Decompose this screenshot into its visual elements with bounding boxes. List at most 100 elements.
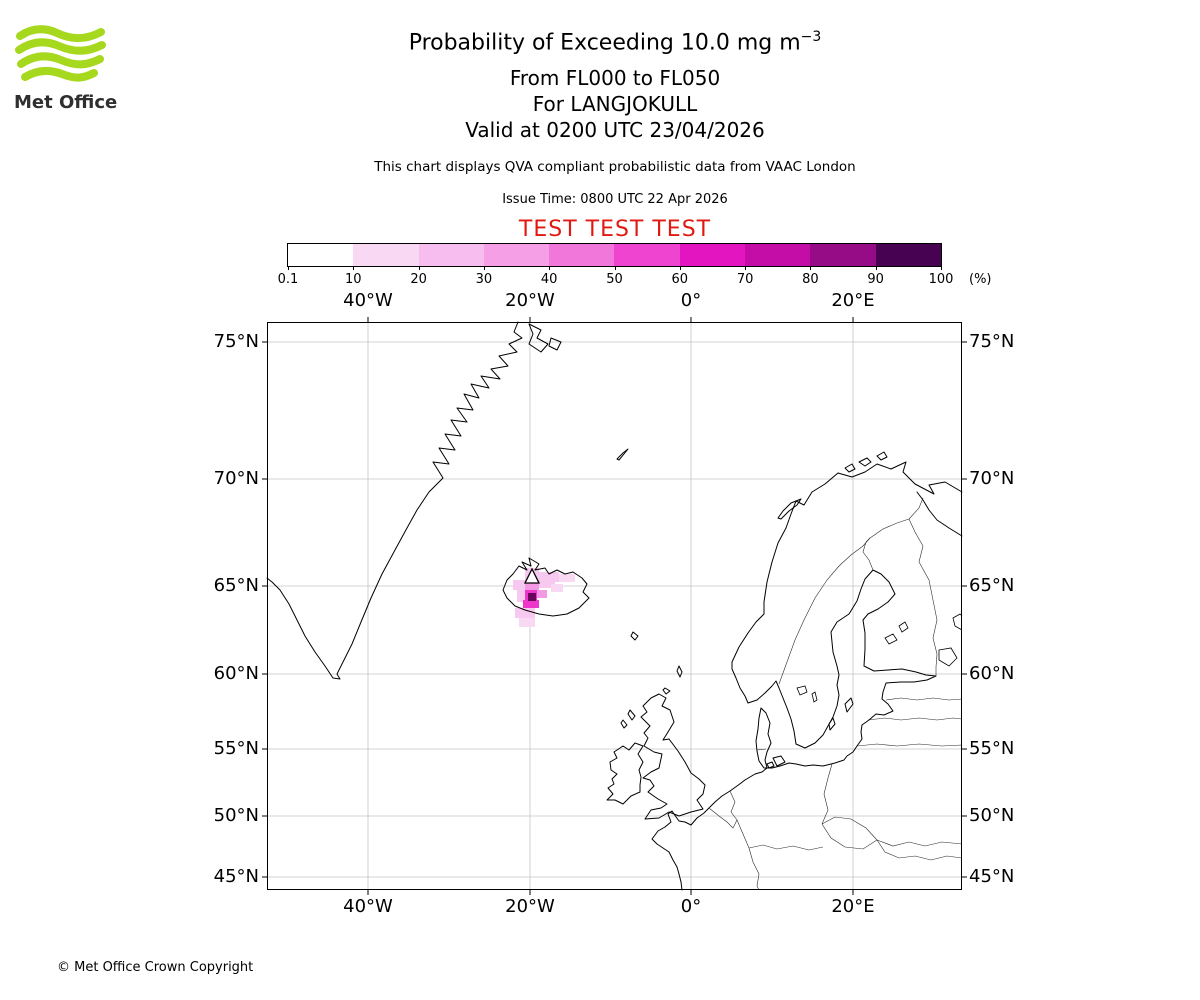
colorbar-tick	[745, 266, 747, 270]
north-norway-island-2	[844, 463, 856, 473]
colorbar-labels: (%) 0.1 10 20 30 40 50 60 70 80 90 100	[278, 243, 1008, 303]
finnish-lake-2	[898, 621, 909, 633]
colorbar-tick-label: 10	[345, 272, 362, 287]
volcano-layer	[523, 567, 541, 584]
border-sweden-finland	[862, 537, 874, 571]
colorbar-tick	[353, 266, 355, 270]
lat-tick-label-left: 45°N	[213, 866, 259, 887]
border-norway-finland	[869, 497, 924, 539]
colorbar-tick-label: 20	[410, 272, 427, 287]
title-exponent: −3	[800, 29, 822, 45]
colorbar-segment	[353, 244, 419, 266]
colorbar-segment	[810, 244, 876, 266]
gotland-island	[844, 697, 854, 713]
coastlines	[266, 321, 963, 891]
colorbar-tick	[614, 266, 616, 270]
hebrides-island	[627, 709, 636, 721]
zealand-island	[772, 755, 786, 767]
lon-tick-label-top: 20°W	[505, 290, 555, 311]
colorbar-segment	[614, 244, 680, 266]
lat-tick-label-right: 65°N	[969, 575, 1015, 596]
shetland-islands	[676, 665, 683, 678]
map-frame	[267, 322, 962, 890]
finnish-lake	[884, 633, 898, 645]
lon-tick-label-top: 20°E	[831, 290, 875, 311]
europe-mainland-coast	[651, 461, 963, 891]
colorbar-segment	[875, 244, 941, 266]
logo-wave	[15, 38, 106, 55]
ireland-coast	[606, 742, 644, 805]
great-britain-coast	[640, 693, 706, 820]
subtitle-flight-levels: From FL000 to FL050	[509, 66, 721, 90]
oland-island	[828, 717, 836, 731]
colorbar-tick	[418, 266, 420, 270]
subtitle-valid-time: Valid at 0200 UTC 23/04/2026	[465, 118, 765, 142]
lon-tick-label-bottom: 0°	[680, 896, 702, 917]
border-finland-russia	[908, 518, 938, 676]
colorbar	[287, 243, 942, 267]
border-hungary	[876, 839, 963, 861]
colorbar-tick-label: 30	[475, 272, 493, 287]
country-borders	[708, 497, 963, 891]
volcano-marker	[523, 567, 541, 584]
test-banner: TEST TEST TEST	[518, 217, 712, 242]
lon-tick-label-top: 0°	[680, 290, 702, 311]
logo-wave	[17, 52, 104, 69]
lat-tick-label-right: 50°N	[969, 805, 1015, 826]
lake-ladoga	[938, 647, 958, 667]
colorbar-tick-label: 100	[928, 272, 954, 287]
lat-tick-label-left: 55°N	[213, 738, 259, 759]
funen-island	[766, 761, 775, 769]
colorbar-tick	[941, 266, 942, 270]
colorbar-segment	[679, 244, 746, 266]
met-office-logo: Met Office	[14, 24, 144, 113]
colorbar-tick-label: 70	[736, 272, 754, 287]
lon-tick-label-bottom: 20°E	[831, 896, 875, 917]
logo-wave	[21, 66, 98, 82]
border-germany-poland	[821, 763, 833, 825]
north-norway-island-3	[876, 451, 888, 461]
lofoten-islands	[777, 498, 802, 520]
probability-cell	[559, 574, 575, 582]
probability-cell	[525, 580, 539, 590]
border-france-italy	[748, 847, 760, 891]
subtitle-volcano: For LANGJOKULL	[532, 92, 698, 116]
border-poland-slovakia	[876, 839, 963, 847]
lat-tick-label-left: 60°N	[213, 663, 259, 684]
border-germany-netherlands	[729, 790, 738, 821]
faroe-islands	[630, 631, 639, 641]
probability-layer	[513, 568, 575, 627]
lat-tick-label-right: 60°N	[969, 663, 1015, 684]
colorbar-tick-label: 60	[671, 272, 689, 287]
greenland-coast	[266, 321, 523, 680]
border-czechia	[821, 816, 878, 850]
border-denmark-germany	[756, 748, 767, 751]
colorbar-tick	[288, 266, 289, 270]
north-norway-island	[858, 457, 872, 467]
qva-note: This chart displays QVA compliant probab…	[374, 159, 856, 175]
title-main: Probability of Exceeding 10.0 mg m	[408, 30, 801, 56]
lat-tick-label-left: 50°N	[213, 805, 259, 826]
probability-cell	[539, 580, 555, 588]
lat-tick-label-left: 65°N	[213, 575, 259, 596]
border-alps	[748, 844, 824, 851]
lake-vanern	[796, 685, 808, 696]
probability-cell	[528, 593, 536, 601]
colorbar-tick	[679, 266, 681, 270]
colorbar-segment	[483, 244, 550, 266]
probability-cell	[551, 584, 563, 592]
lat-tick-label-left: 70°N	[213, 468, 259, 489]
colorbar-tick-label: 90	[867, 272, 884, 287]
colorbar-segment	[549, 244, 615, 266]
iceland-coast	[502, 557, 590, 617]
lat-tick-label-right: 70°N	[969, 468, 1015, 489]
colorbar-segment	[745, 244, 811, 266]
hebrides-island-2	[620, 719, 628, 729]
probability-cell	[515, 608, 535, 618]
map	[262, 317, 967, 895]
colorbar-tick-label: 40	[540, 272, 558, 287]
lat-tick-label-left: 75°N	[213, 331, 259, 352]
logo-wave	[16, 25, 105, 43]
probability-cell	[539, 572, 559, 582]
colorbar-tick	[875, 266, 877, 270]
